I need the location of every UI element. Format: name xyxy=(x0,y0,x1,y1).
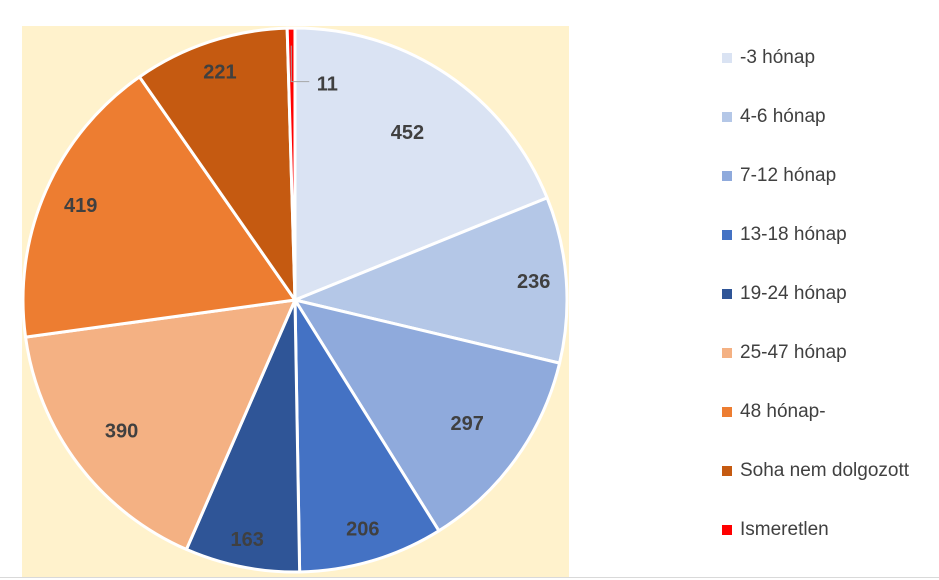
bottom-divider xyxy=(0,577,939,578)
data-label: 206 xyxy=(346,519,379,541)
pie-slice xyxy=(293,196,569,365)
legend-label: Ismeretlen xyxy=(740,519,829,540)
data-label: 297 xyxy=(451,413,484,435)
leader-line xyxy=(290,45,310,83)
data-label: 11 xyxy=(317,74,338,96)
pie-slice xyxy=(293,26,549,302)
pie-slice xyxy=(285,26,297,302)
legend-label: -3 hónap xyxy=(740,47,816,68)
legend-swatch xyxy=(722,348,732,358)
legend-item: 48 hónap- xyxy=(722,394,826,430)
legend-label: 19-24 hónap xyxy=(740,283,847,304)
legend-label: Soha nem dolgozott xyxy=(740,460,910,481)
legend-label: 25-47 hónap xyxy=(740,342,847,363)
legend-item: Ismeretlen xyxy=(722,512,829,548)
pie-slice xyxy=(184,298,302,574)
legend-label: 4-6 hónap xyxy=(740,106,826,127)
legend-label: 48 hónap- xyxy=(740,401,826,422)
pie-slice xyxy=(293,298,562,533)
legend-label: 7-12 hónap xyxy=(740,165,837,186)
legend-item: 7-12 hónap xyxy=(722,158,836,194)
legend-swatch xyxy=(722,289,732,299)
legend-item: 25-47 hónap xyxy=(722,335,847,371)
legend-item: Soha nem dolgozott xyxy=(722,453,909,489)
data-label: 163 xyxy=(230,529,263,551)
legend-swatch xyxy=(722,466,732,476)
pie-slice xyxy=(24,298,297,551)
legend-swatch xyxy=(722,53,732,63)
pie-slice xyxy=(21,75,297,339)
data-label: 452 xyxy=(391,122,424,144)
pie-slice xyxy=(137,26,297,302)
legend-label: 13-18 hónap xyxy=(740,224,847,245)
legend-swatch xyxy=(722,112,732,122)
legend-swatch xyxy=(722,230,732,240)
data-label: 236 xyxy=(517,271,550,293)
data-label: 390 xyxy=(105,420,138,442)
legend-item: 13-18 hónap xyxy=(722,217,847,253)
legend-item: 4-6 hónap xyxy=(722,99,826,135)
legend-item: -3 hónap xyxy=(722,40,815,76)
data-label: 419 xyxy=(64,195,97,217)
pie-slice xyxy=(293,298,441,574)
legend-swatch xyxy=(722,407,732,417)
legend-item: 19-24 hónap xyxy=(722,276,847,312)
legend-swatch xyxy=(722,171,732,181)
data-label: 221 xyxy=(203,62,236,84)
legend-swatch xyxy=(722,525,732,535)
